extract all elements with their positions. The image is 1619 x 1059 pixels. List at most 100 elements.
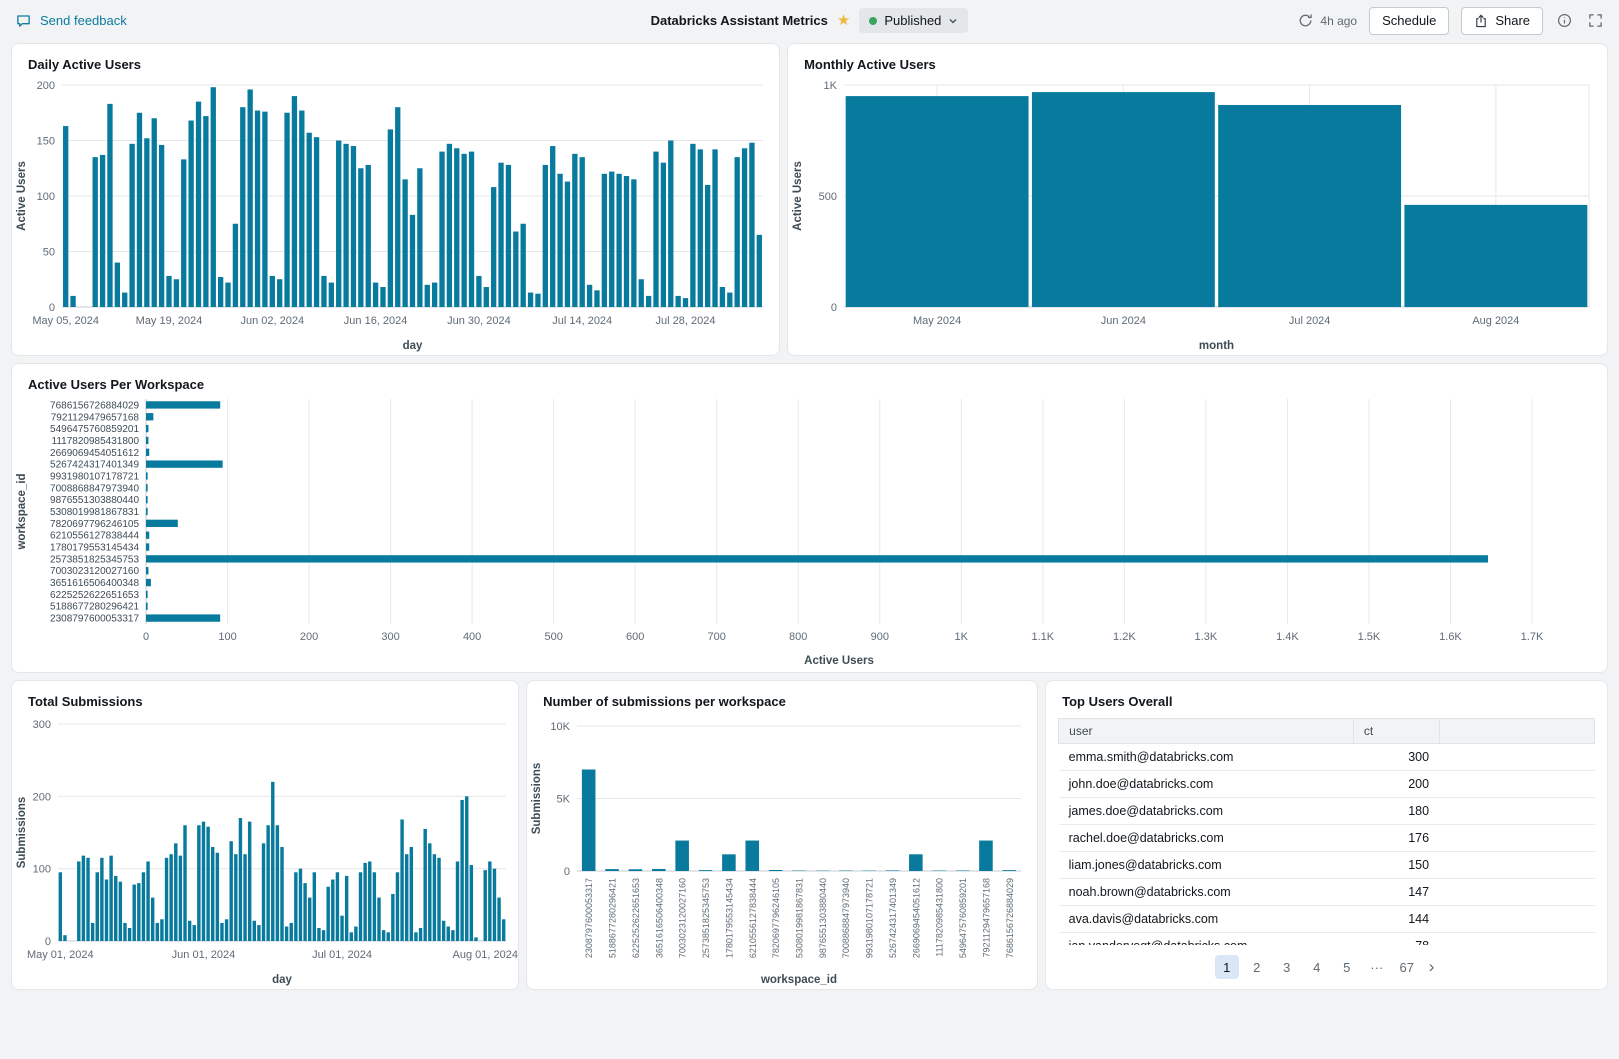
svg-text:7003023120027160: 7003023120027160	[678, 878, 688, 958]
empty-cell	[1439, 878, 1595, 906]
svg-text:Jun 16, 2024: Jun 16, 2024	[344, 315, 408, 327]
svg-text:1.7K: 1.7K	[1521, 631, 1544, 643]
svg-text:300: 300	[33, 719, 51, 731]
svg-text:5308019981867831: 5308019981867831	[795, 878, 805, 958]
empty-cell	[1439, 824, 1595, 852]
svg-text:Submissions: Submissions	[531, 763, 543, 835]
svg-text:200: 200	[300, 631, 318, 643]
send-feedback-link[interactable]: Send feedback	[40, 13, 127, 28]
svg-text:Jun 2024: Jun 2024	[1101, 315, 1146, 327]
svg-text:400: 400	[463, 631, 481, 643]
page-button[interactable]: 67	[1399, 959, 1414, 975]
svg-text:workspace_id: workspace_id	[16, 473, 28, 550]
fullscreen-icon[interactable]	[1586, 11, 1605, 30]
chevron-down-icon	[949, 18, 957, 23]
empty-cell	[1439, 770, 1595, 798]
svg-text:5496475760859201: 5496475760859201	[50, 424, 139, 435]
top-users-table-wrap: user ct emma.smith@databricks.com 300 john.…	[1046, 712, 1607, 945]
top-users-card: Top Users Overall user ct emma.smith@data…	[1045, 680, 1608, 990]
svg-text:50: 50	[43, 247, 55, 259]
table-row: ava.davis@databricks.com 144	[1058, 905, 1595, 933]
top-bar: Send feedback Databricks Assistant Metri…	[0, 0, 1619, 41]
svg-text:5188677280296421: 5188677280296421	[50, 602, 139, 613]
chart-title: Active Users Per Workspace	[28, 377, 205, 392]
monthly-active-users-card: Monthly Active Users 0 500 1K May 2024 Jun 2…	[787, 43, 1608, 356]
svg-text:Jul 14, 2024: Jul 14, 2024	[552, 315, 612, 327]
last-refresh-time: 4h ago	[1320, 13, 1358, 28]
svg-text:1117820985431800: 1117820985431800	[52, 436, 140, 447]
svg-text:6225252622651653: 6225252622651653	[50, 590, 139, 601]
svg-text:May 01, 2024: May 01, 2024	[27, 949, 94, 961]
svg-text:Jul 28, 2024: Jul 28, 2024	[656, 315, 716, 327]
svg-text:Jul 2024: Jul 2024	[1289, 315, 1331, 327]
svg-text:6210556127838444: 6210556127838444	[748, 878, 758, 958]
column-header: ct	[1352, 718, 1440, 744]
table-row: rachel.doe@databricks.com 176	[1058, 824, 1595, 852]
page-button[interactable]: 3	[1283, 959, 1291, 975]
svg-text:1117820985431800: 1117820985431800	[935, 878, 945, 957]
svg-text:9931980107178721: 9931980107178721	[865, 878, 875, 958]
user-cell: ian.vandervegt@databricks.com	[1058, 932, 1354, 945]
next-page-button[interactable]: ›	[1428, 956, 1435, 976]
pagination: 1 2 3 4 5 ··· 67 ›	[1046, 945, 1607, 989]
share-button[interactable]: Share	[1461, 6, 1544, 35]
svg-text:0: 0	[49, 302, 55, 314]
svg-text:5267424317401349: 5267424317401349	[888, 878, 898, 958]
schedule-button[interactable]: Schedule	[1369, 6, 1450, 35]
svg-text:500: 500	[544, 631, 562, 643]
share-icon	[1476, 14, 1487, 27]
user-cell: james.doe@databricks.com	[1058, 797, 1354, 825]
svg-text:9876551303880440: 9876551303880440	[50, 495, 139, 506]
svg-text:2573851825345753: 2573851825345753	[701, 878, 711, 958]
svg-text:900: 900	[871, 631, 889, 643]
svg-text:5K: 5K	[557, 794, 571, 806]
svg-text:0: 0	[564, 866, 570, 878]
svg-text:7921129479657168: 7921129479657168	[982, 878, 992, 957]
svg-text:800: 800	[789, 631, 807, 643]
svg-text:7686156726884029: 7686156726884029	[50, 400, 139, 411]
published-dropdown[interactable]: Published	[859, 8, 969, 33]
table-row: james.doe@databricks.com 180	[1058, 797, 1595, 825]
page-button[interactable]: 4	[1313, 959, 1321, 975]
svg-text:Aug 01, 2024: Aug 01, 2024	[452, 949, 517, 961]
daily-active-users-chart: 0 50 100 150 200 May 05, 2024 May 19, 2024 Jun …	[12, 75, 779, 355]
active-users-per-workspace-card: Active Users Per Workspace 0 100 200 300 400…	[11, 363, 1608, 673]
svg-text:3651616506400348: 3651616506400348	[654, 878, 664, 958]
svg-text:2308797600053317: 2308797600053317	[50, 614, 139, 625]
svg-text:600: 600	[626, 631, 644, 643]
svg-text:0: 0	[831, 302, 837, 314]
empty-cell	[1439, 932, 1595, 945]
published-label: Published	[884, 13, 942, 28]
monthly-active-users-chart: 0 500 1K May 2024 Jun 2024 Jul 2024 Aug 2024 mo…	[788, 75, 1607, 355]
table-row: noah.brown@databricks.com 147	[1058, 878, 1595, 906]
empty-cell	[1439, 851, 1595, 879]
active-users-per-workspace-chart: 0 100 200 300 400 500 600 700 800 900 1K 1.1K 1.2K 1.…	[12, 395, 1607, 672]
svg-text:300: 300	[381, 631, 399, 643]
user-cell: noah.brown@databricks.com	[1058, 878, 1354, 906]
svg-text:1K: 1K	[955, 631, 969, 643]
svg-text:200: 200	[33, 791, 51, 803]
user-cell: ava.davis@databricks.com	[1058, 905, 1354, 933]
refresh-icon[interactable]	[1296, 11, 1315, 30]
ct-cell: 300	[1353, 743, 1440, 771]
ct-cell: 176	[1353, 824, 1440, 852]
user-cell: emma.smith@databricks.com	[1058, 743, 1354, 771]
page-button[interactable]: 1	[1214, 955, 1239, 979]
svg-text:7820697796246105: 7820697796246105	[771, 878, 781, 958]
svg-text:1.4K: 1.4K	[1276, 631, 1299, 643]
table-row: john.doe@databricks.com 200	[1058, 770, 1595, 798]
chart-title: Monthly Active Users	[804, 57, 936, 72]
svg-text:6210556127838444: 6210556127838444	[50, 531, 139, 542]
svg-text:200: 200	[37, 80, 55, 92]
column-header: user	[1058, 718, 1354, 744]
favorite-star-icon[interactable]: ★	[836, 12, 851, 29]
svg-text:May 19, 2024: May 19, 2024	[136, 315, 203, 327]
svg-text:2669069454051612: 2669069454051612	[911, 878, 921, 958]
svg-text:3651616506400348: 3651616506400348	[50, 578, 139, 589]
page-button[interactable]: 2	[1253, 959, 1261, 975]
user-cell: rachel.doe@databricks.com	[1058, 824, 1354, 852]
svg-text:100: 100	[33, 864, 51, 876]
svg-text:0: 0	[45, 936, 51, 948]
info-icon[interactable]	[1555, 11, 1574, 30]
page-button[interactable]: 5	[1343, 959, 1351, 975]
